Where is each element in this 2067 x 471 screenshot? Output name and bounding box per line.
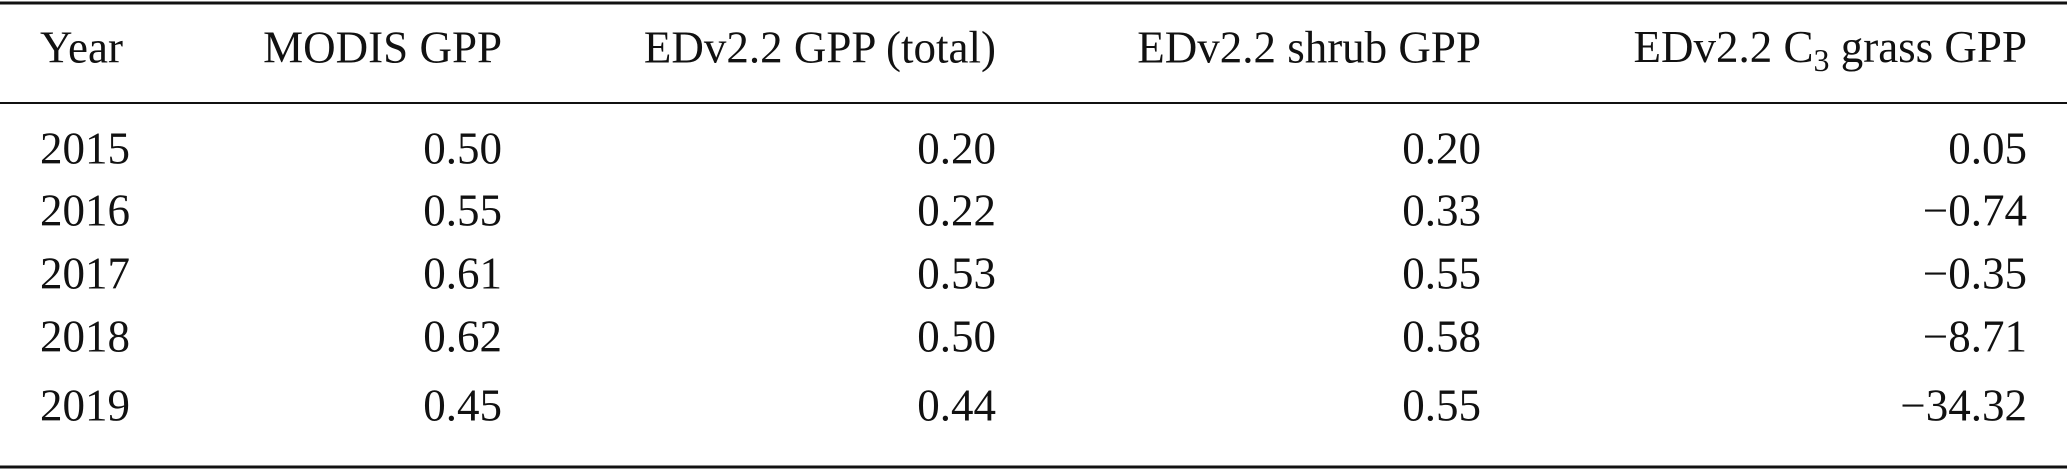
value-cell: 0.44 bbox=[917, 380, 996, 430]
value-cell: −0.74 bbox=[1923, 185, 2027, 235]
value-cell: −0.35 bbox=[1923, 248, 2027, 298]
subscript: 3 bbox=[1813, 42, 1829, 78]
header-text: grass GPP bbox=[1829, 22, 2027, 72]
value-cell: 0.20 bbox=[917, 123, 996, 173]
value-cell: 0.22 bbox=[917, 185, 996, 235]
value-cell: 0.61 bbox=[423, 248, 502, 298]
value-cell: 0.58 bbox=[1402, 311, 1481, 361]
header-cell: EDv2.2 C3 grass GPP bbox=[1633, 22, 2027, 78]
value-cell: 0.45 bbox=[423, 380, 502, 430]
year-cell: 2019 bbox=[40, 380, 130, 430]
value-cell: 0.20 bbox=[1402, 123, 1481, 173]
value-cell: 0.53 bbox=[917, 248, 996, 298]
header-text: EDv2.2 C bbox=[1633, 22, 1813, 72]
value-cell: 0.55 bbox=[1402, 248, 1481, 298]
year-cell: 2015 bbox=[40, 123, 130, 173]
header-cell: EDv2.2 GPP (total) bbox=[644, 22, 996, 72]
value-cell: 0.55 bbox=[423, 185, 502, 235]
year-cell: 2016 bbox=[40, 185, 130, 235]
value-cell: 0.62 bbox=[423, 311, 502, 361]
value-cell: 0.50 bbox=[423, 123, 502, 173]
header-cell: EDv2.2 shrub GPP bbox=[1137, 22, 1481, 72]
header-cell: MODIS GPP bbox=[263, 22, 502, 72]
value-cell: 0.05 bbox=[1948, 123, 2027, 173]
value-cell: −8.71 bbox=[1923, 311, 2027, 361]
value-cell: 0.33 bbox=[1402, 185, 1481, 235]
value-cell: 0.50 bbox=[917, 311, 996, 361]
value-cell: −34.32 bbox=[1900, 380, 2027, 430]
year-cell: 2018 bbox=[40, 311, 130, 361]
value-cell: 0.55 bbox=[1402, 380, 1481, 430]
year-cell: 2017 bbox=[40, 248, 130, 298]
header-cell: Year bbox=[40, 22, 123, 72]
